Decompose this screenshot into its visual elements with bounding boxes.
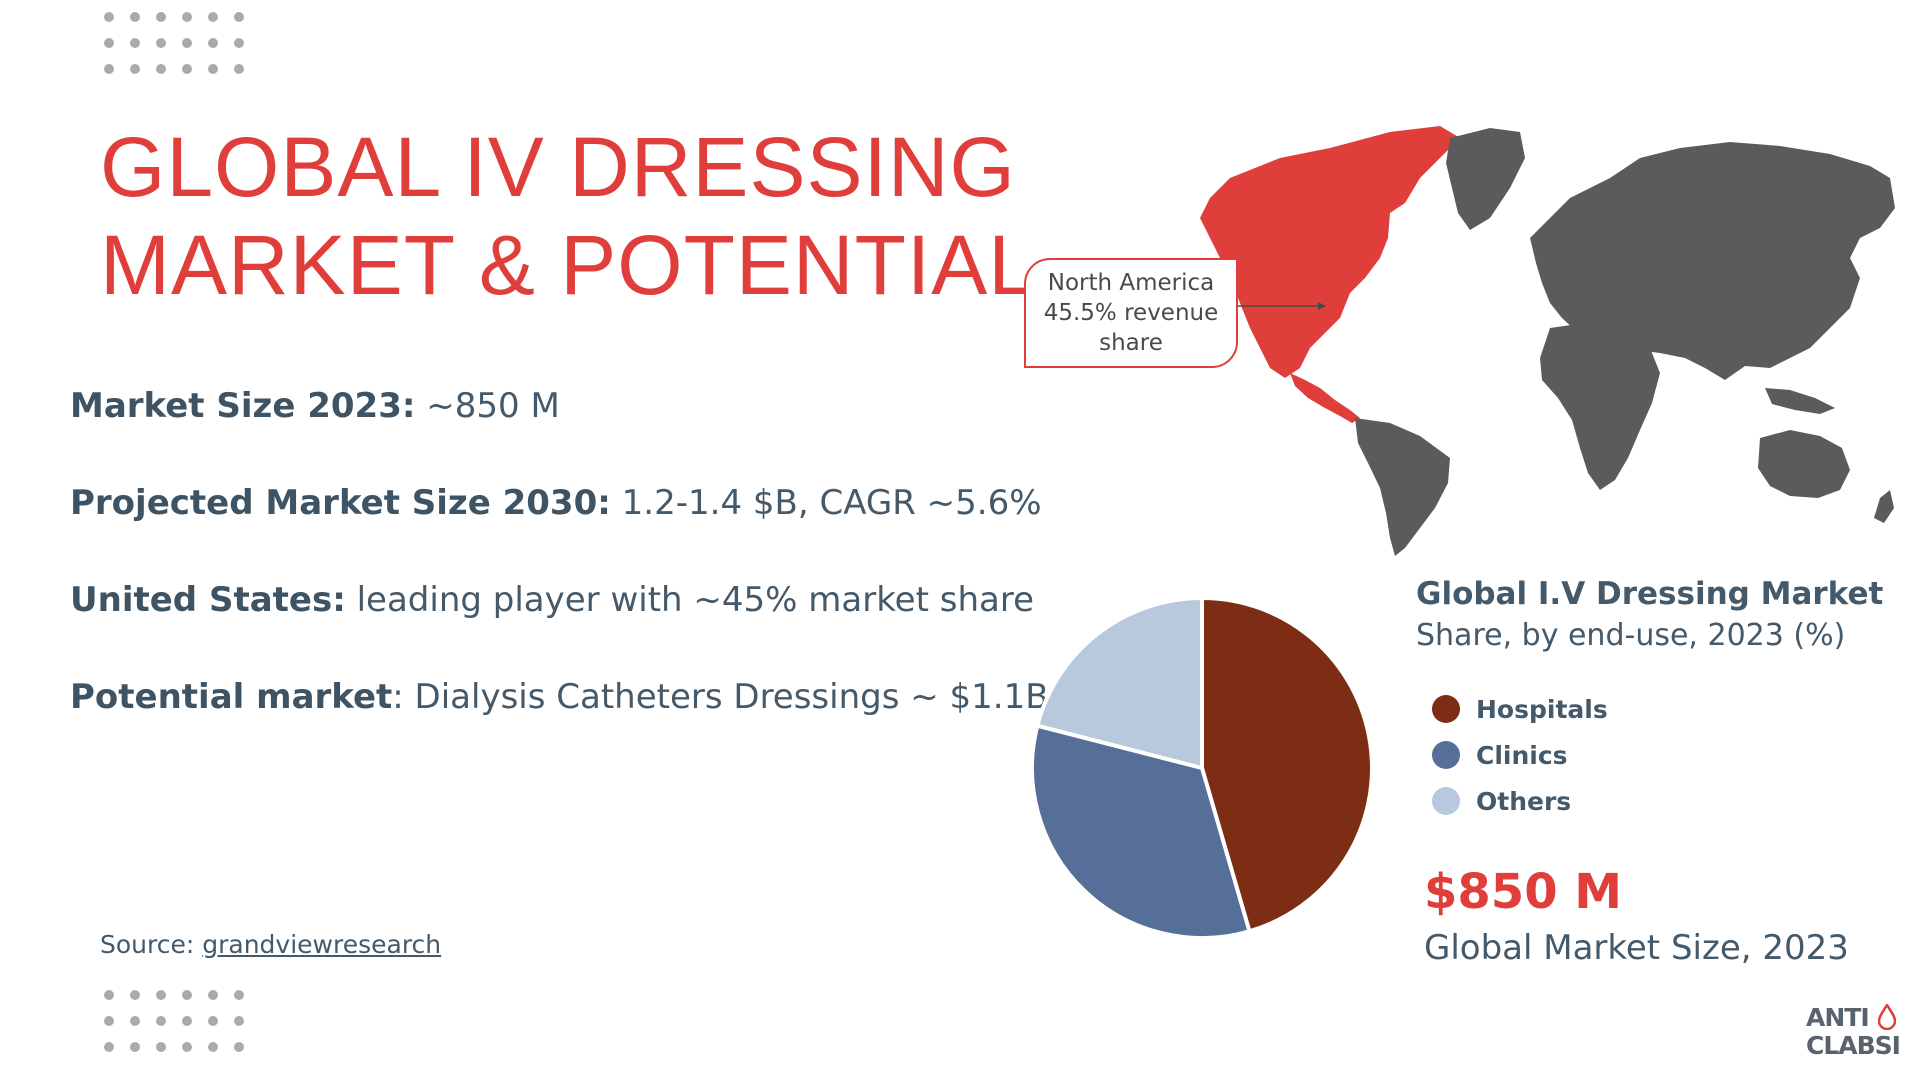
map-eurasia bbox=[1530, 142, 1895, 380]
map-central-america bbox=[1290, 373, 1360, 423]
stat-market-size-2023: Market Size 2023: ~850 M bbox=[70, 386, 560, 426]
map-new-zealand bbox=[1874, 490, 1894, 523]
decor-dot bbox=[104, 1016, 114, 1026]
decor-dot bbox=[156, 990, 166, 1000]
stat-potential-market: Potential market: Dialysis Catheters Dre… bbox=[70, 677, 1049, 717]
decor-dot bbox=[156, 1042, 166, 1052]
decor-dot bbox=[234, 1016, 244, 1026]
map-north-america bbox=[1200, 126, 1460, 378]
decor-dot bbox=[130, 1016, 140, 1026]
decor-dot bbox=[104, 1042, 114, 1052]
stat-value: : Dialysis Catheters Dressings ~ $1.1B bbox=[392, 677, 1049, 717]
stat-projected-2030: Projected Market Size 2030: 1.2-1.4 $B, … bbox=[70, 483, 1042, 523]
decor-dot bbox=[182, 38, 192, 48]
decor-dot bbox=[234, 1042, 244, 1052]
legend-item-hospitals: Hospitals bbox=[1432, 686, 1608, 732]
stat-value: ~850 M bbox=[415, 386, 560, 426]
map-greenland bbox=[1446, 128, 1525, 230]
decor-dot bbox=[182, 990, 192, 1000]
decor-dot bbox=[182, 64, 192, 74]
source-prefix: Source: bbox=[100, 930, 203, 959]
decor-dot bbox=[182, 1016, 192, 1026]
stat-label: Potential market bbox=[70, 677, 393, 717]
legend-label: Others bbox=[1476, 786, 1572, 816]
stat-label: Projected Market Size 2030: bbox=[70, 483, 611, 523]
decor-dot bbox=[208, 12, 218, 22]
dot-grid-bottom bbox=[104, 990, 254, 1052]
decor-dot bbox=[104, 990, 114, 1000]
page-title: GLOBAL IV DRESSING MARKET & POTENTIAL bbox=[100, 118, 1036, 314]
decor-dot bbox=[156, 12, 166, 22]
callout-line-2: 45.5% revenue bbox=[1043, 300, 1219, 326]
pie-legend: Hospitals Clinics Others bbox=[1432, 686, 1608, 824]
callout-line-3: share bbox=[1099, 330, 1163, 356]
legend-title: Global I.V Dressing Market bbox=[1416, 576, 1884, 612]
pie-slice-clinics bbox=[1030, 723, 1252, 940]
map-indonesia bbox=[1765, 388, 1835, 414]
page-title-line-1: GLOBAL IV DRESSING bbox=[100, 120, 1016, 214]
legend-swatch-hospitals bbox=[1432, 695, 1460, 723]
north-america-callout: North America 45.5% revenue share bbox=[1024, 258, 1238, 368]
stat-value: 1.2-1.4 $B, CAGR ~5.6% bbox=[610, 483, 1042, 523]
stat-label: United States: bbox=[70, 580, 346, 620]
decor-dot bbox=[234, 38, 244, 48]
decor-dot bbox=[208, 990, 218, 1000]
decor-dot bbox=[130, 990, 140, 1000]
pie-slice-others bbox=[1034, 595, 1204, 771]
decor-dot bbox=[208, 1042, 218, 1052]
logo-line-2: CLABSI bbox=[1806, 1031, 1901, 1060]
map-south-america bbox=[1355, 418, 1450, 556]
decor-dot bbox=[130, 12, 140, 22]
map-africa bbox=[1540, 323, 1660, 490]
anti-clabsi-logo: ANTI CLABSI bbox=[1806, 1004, 1906, 1066]
decor-dot bbox=[234, 64, 244, 74]
decor-dot bbox=[156, 38, 166, 48]
callout-line-1: North America bbox=[1047, 270, 1215, 296]
decor-dot bbox=[234, 990, 244, 1000]
logo-line-1: ANTI bbox=[1806, 1003, 1870, 1032]
stat-united-states: United States: leading player with ~45% … bbox=[70, 580, 1034, 620]
decor-dot bbox=[130, 1042, 140, 1052]
legend-swatch-others bbox=[1432, 787, 1460, 815]
decor-dot bbox=[104, 64, 114, 74]
stat-label: Market Size 2023: bbox=[70, 386, 416, 426]
page-title-line-2: MARKET & POTENTIAL bbox=[100, 218, 1036, 312]
decor-dot bbox=[208, 38, 218, 48]
market-size-caption: Global Market Size, 2023 bbox=[1424, 928, 1849, 968]
legend-swatch-clinics bbox=[1432, 741, 1460, 769]
pie-slice-hospitals bbox=[1200, 595, 1374, 934]
map-australia bbox=[1758, 430, 1850, 498]
decor-dot bbox=[104, 12, 114, 22]
end-use-pie-chart bbox=[1030, 595, 1374, 940]
decor-dot bbox=[208, 1016, 218, 1026]
market-size-value: $850 M bbox=[1424, 864, 1623, 920]
decor-dot bbox=[104, 38, 114, 48]
legend-item-others: Others bbox=[1432, 778, 1608, 824]
decor-dot bbox=[234, 12, 244, 22]
blood-drop-shape bbox=[1878, 1004, 1896, 1030]
decor-dot bbox=[156, 1016, 166, 1026]
decor-dot bbox=[130, 38, 140, 48]
blood-drop-icon bbox=[1878, 1004, 1896, 1030]
stat-value: leading player with ~45% market share bbox=[345, 580, 1034, 620]
world-map-icon bbox=[1200, 126, 1895, 556]
legend-subtitle: Share, by end-use, 2023 (%) bbox=[1416, 618, 1846, 653]
decor-dot bbox=[208, 64, 218, 74]
dot-grid-top bbox=[104, 12, 254, 74]
legend-item-clinics: Clinics bbox=[1432, 732, 1608, 778]
decor-dot bbox=[130, 64, 140, 74]
source-link[interactable]: grandviewresearch bbox=[202, 930, 442, 959]
decor-dot bbox=[182, 12, 192, 22]
legend-label: Clinics bbox=[1476, 740, 1568, 770]
decor-dot bbox=[182, 1042, 192, 1052]
decor-dot bbox=[156, 64, 166, 74]
source-line: Source: grandviewresearch bbox=[100, 930, 441, 959]
legend-label: Hospitals bbox=[1476, 694, 1608, 724]
